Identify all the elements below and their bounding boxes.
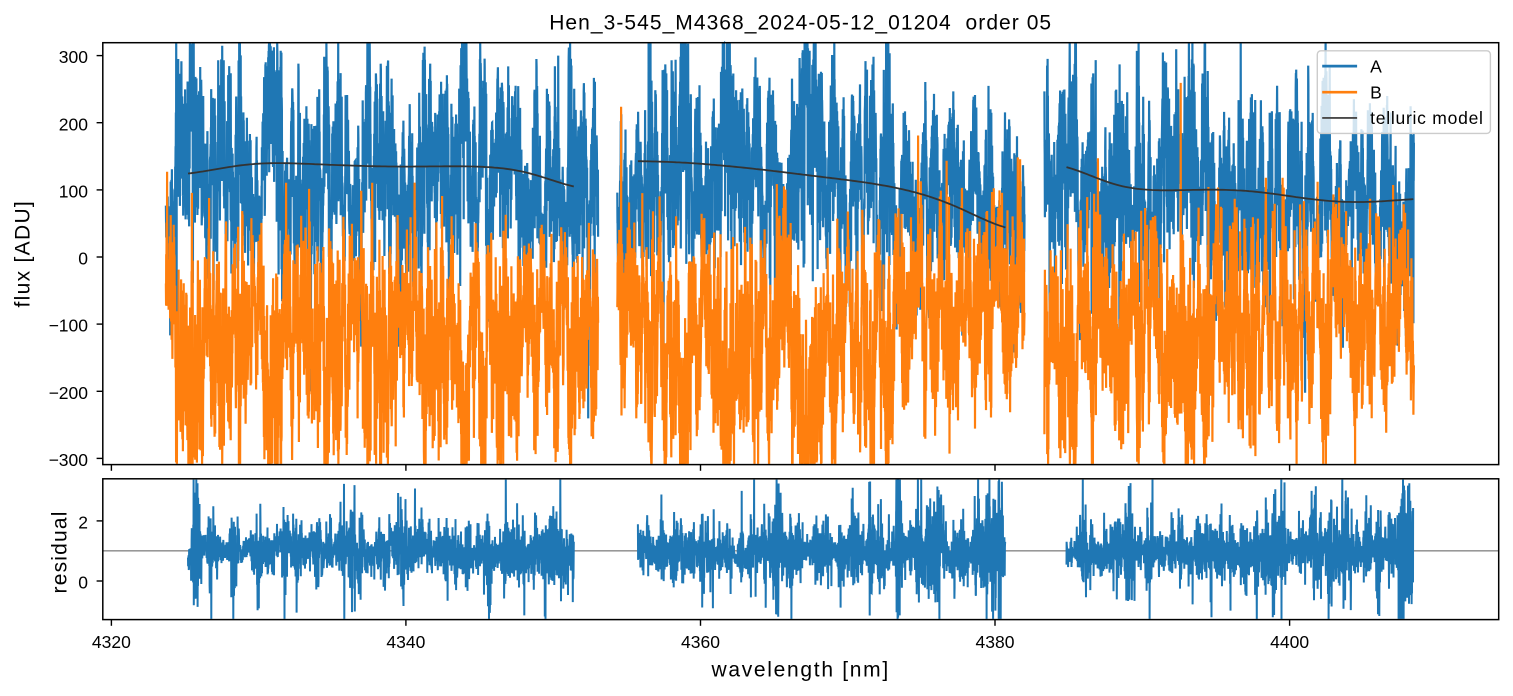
svg-text:wavelength [nm]: wavelength [nm] [710,659,889,682]
svg-text:−100: −100 [49,316,89,336]
svg-text:flux [ADU]: flux [ADU] [11,200,34,308]
svg-text:300: 300 [59,47,88,67]
svg-text:0: 0 [78,249,88,269]
svg-text:B: B [1370,82,1382,102]
svg-text:4340: 4340 [386,632,425,652]
svg-text:2: 2 [78,513,88,533]
svg-text:200: 200 [59,114,88,134]
svg-text:Hen_3-545_M4368_2024-05-12_012: Hen_3-545_M4368_2024-05-12_01204 order 0… [549,12,1052,35]
svg-text:4320: 4320 [92,632,131,652]
svg-text:A: A [1370,56,1382,76]
svg-text:residual: residual [48,510,71,593]
svg-text:−200: −200 [49,383,89,403]
svg-text:4360: 4360 [681,632,720,652]
svg-text:4380: 4380 [976,632,1015,652]
svg-text:−300: −300 [49,450,89,470]
svg-text:4400: 4400 [1270,632,1309,652]
svg-text:0: 0 [78,573,88,593]
svg-text:telluric model: telluric model [1370,108,1484,128]
svg-text:100: 100 [59,182,88,202]
